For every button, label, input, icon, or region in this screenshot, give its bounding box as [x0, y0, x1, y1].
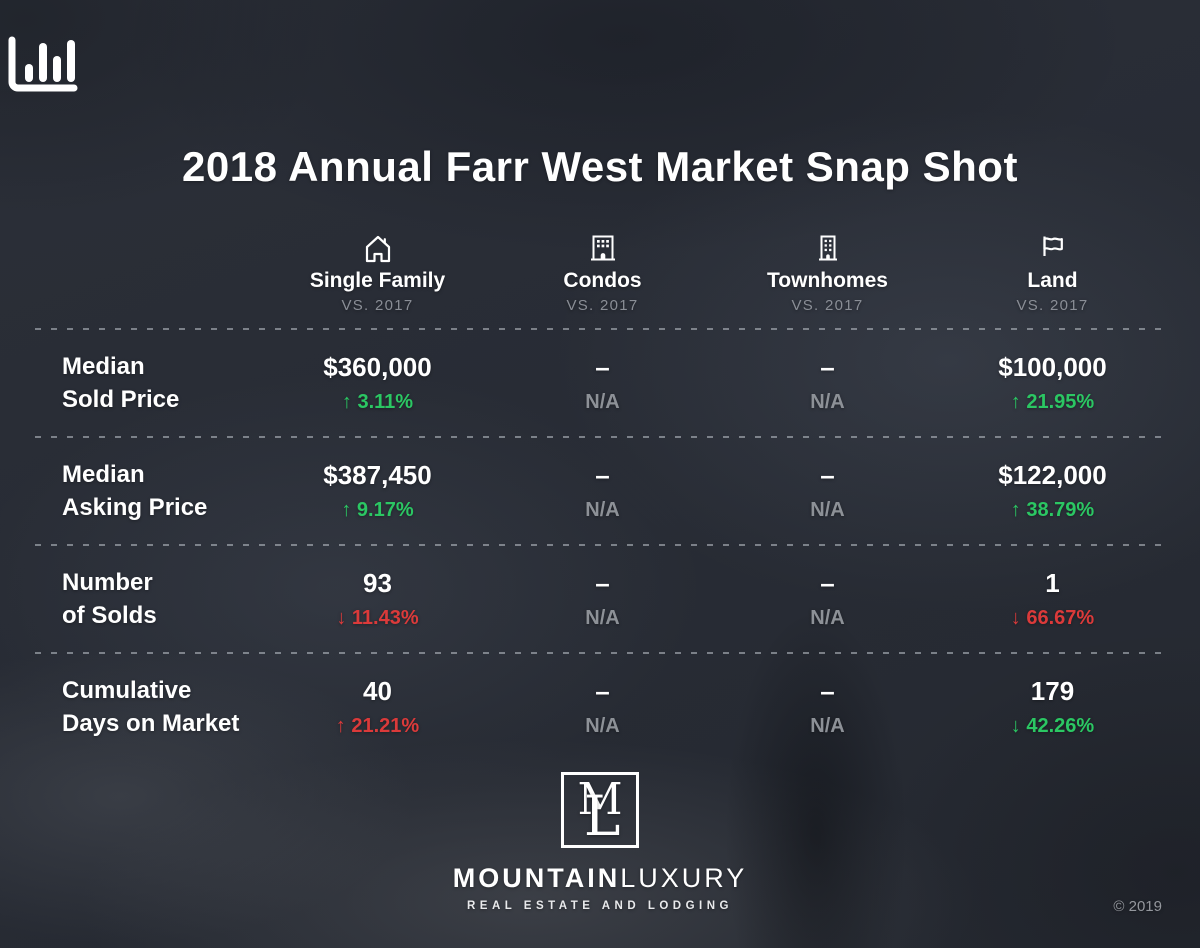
column-subtitle: VS. 2017 — [341, 297, 414, 314]
column-label: Land — [1027, 269, 1078, 292]
cell-land: $122,000 ↑ 38.79% — [940, 460, 1165, 522]
home-icon — [265, 230, 490, 264]
table-row-median-sold-price: Median Sold Price $360,000 ↑ 3.11% – N/A… — [0, 330, 1200, 436]
column-header-single-family: Single Family VS. 2017 — [265, 230, 490, 314]
cell-change: ↑ 21.21% — [335, 715, 420, 737]
condo-building-icon — [490, 230, 715, 264]
bar-chart-icon — [0, 0, 1200, 102]
cell-value: 40 — [363, 676, 392, 706]
row-label: Number of Solds — [62, 569, 157, 629]
cell-land: 179 ↓ 42.26% — [940, 676, 1165, 738]
cell-change: N/A — [585, 499, 620, 521]
cell-single-family: $387,450 ↑ 9.17% — [265, 460, 490, 522]
cell-change: N/A — [585, 607, 620, 629]
cell-change: N/A — [585, 715, 620, 737]
cell-change: ↑ 21.95% — [1010, 391, 1095, 413]
cell-change: ↑ 3.11% — [341, 391, 414, 413]
cell-value: – — [595, 568, 610, 598]
cell-change: N/A — [810, 715, 845, 737]
monogram-letter-l: L — [583, 784, 621, 848]
cell-change: ↑ 9.17% — [341, 499, 414, 521]
dashed-divider — [35, 544, 1165, 546]
column-label: Townhomes — [767, 269, 888, 292]
row-label: Cumulative Days on Market — [62, 677, 240, 737]
dashed-divider — [35, 652, 1165, 654]
table-row-number-of-solds: Number of Solds 93 ↓ 11.43% – N/A – N/A … — [0, 546, 1200, 652]
cell-value: 93 — [363, 568, 392, 598]
column-header-townhomes: Townhomes VS. 2017 — [715, 230, 940, 314]
column-header-condos: Condos VS. 2017 — [490, 230, 715, 314]
mountain-luxury-monogram-logo: M L — [561, 772, 639, 848]
table-row-cumulative-days-on-market: Cumulative Days on Market 40 ↑ 21.21% – … — [0, 654, 1200, 760]
column-label: Single Family — [309, 269, 446, 292]
cell-change: N/A — [810, 391, 845, 413]
cell-change: N/A — [810, 607, 845, 629]
row-label: Median Asking Price — [62, 461, 208, 521]
cell-change: ↓ 66.67% — [1010, 607, 1095, 629]
cell-value: – — [820, 460, 835, 490]
cell-condos: – N/A — [490, 460, 715, 522]
column-subtitle: VS. 2017 — [791, 297, 864, 314]
column-subtitle: VS. 2017 — [566, 297, 639, 314]
cell-single-family: 40 ↑ 21.21% — [265, 676, 490, 738]
cell-change: ↓ 42.26% — [1010, 715, 1095, 737]
townhome-building-icon — [715, 230, 940, 264]
cell-value: $360,000 — [323, 352, 432, 382]
brand-name-bold: MOUNTAIN — [452, 863, 621, 893]
brand-name-light: LUXURY — [620, 863, 748, 893]
cell-single-family: $360,000 ↑ 3.11% — [265, 352, 490, 414]
cell-change: N/A — [585, 391, 620, 413]
brand-footer: M L MOUNTAINLUXURY REAL ESTATE AND LODGI… — [0, 772, 1200, 912]
cell-value: – — [595, 460, 610, 490]
cell-townhomes: – N/A — [715, 352, 940, 414]
cell-value: 179 — [1030, 676, 1075, 706]
cell-land: $100,000 ↑ 21.95% — [940, 352, 1165, 414]
copyright-notice: © 2019 — [1113, 898, 1162, 915]
table-header-row: Single Family VS. 2017 Condos VS. 2017 — [0, 230, 1200, 314]
cell-change: ↑ 38.79% — [1010, 499, 1095, 521]
cell-change: N/A — [810, 499, 845, 521]
cell-value: – — [820, 676, 835, 706]
cell-value: $122,000 — [998, 460, 1107, 490]
cell-change: ↓ 11.43% — [336, 607, 419, 629]
brand-tagline: REAL ESTATE AND LODGING — [467, 900, 733, 912]
cell-condos: – N/A — [490, 352, 715, 414]
cell-townhomes: – N/A — [715, 460, 940, 522]
cell-condos: – N/A — [490, 676, 715, 738]
column-subtitle: VS. 2017 — [1016, 297, 1089, 314]
cell-value: 1 — [1045, 568, 1060, 598]
row-label: Median Sold Price — [62, 353, 180, 413]
cell-value: – — [595, 352, 610, 382]
land-flag-icon — [940, 230, 1165, 264]
monogram-letter-m: M — [577, 774, 623, 825]
cell-townhomes: – N/A — [715, 676, 940, 738]
cell-townhomes: – N/A — [715, 568, 940, 630]
cell-value: $387,450 — [323, 460, 432, 490]
table-row-median-asking-price: Median Asking Price $387,450 ↑ 9.17% – N… — [0, 438, 1200, 544]
cell-value: – — [820, 568, 835, 598]
column-label: Condos — [563, 269, 642, 292]
cell-value: – — [595, 676, 610, 706]
cell-value: $100,000 — [998, 352, 1107, 382]
brand-wordmark: MOUNTAINLUXURY — [0, 863, 1200, 894]
page-title: 2018 Annual Farr West Market Snap Shot — [182, 143, 1018, 190]
cell-value: – — [820, 352, 835, 382]
dashed-divider — [35, 436, 1165, 438]
dashed-divider — [35, 328, 1165, 330]
cell-single-family: 93 ↓ 11.43% — [265, 568, 490, 630]
column-header-land: Land VS. 2017 — [940, 230, 1165, 314]
cell-condos: – N/A — [490, 568, 715, 630]
cell-land: 1 ↓ 66.67% — [940, 568, 1165, 630]
